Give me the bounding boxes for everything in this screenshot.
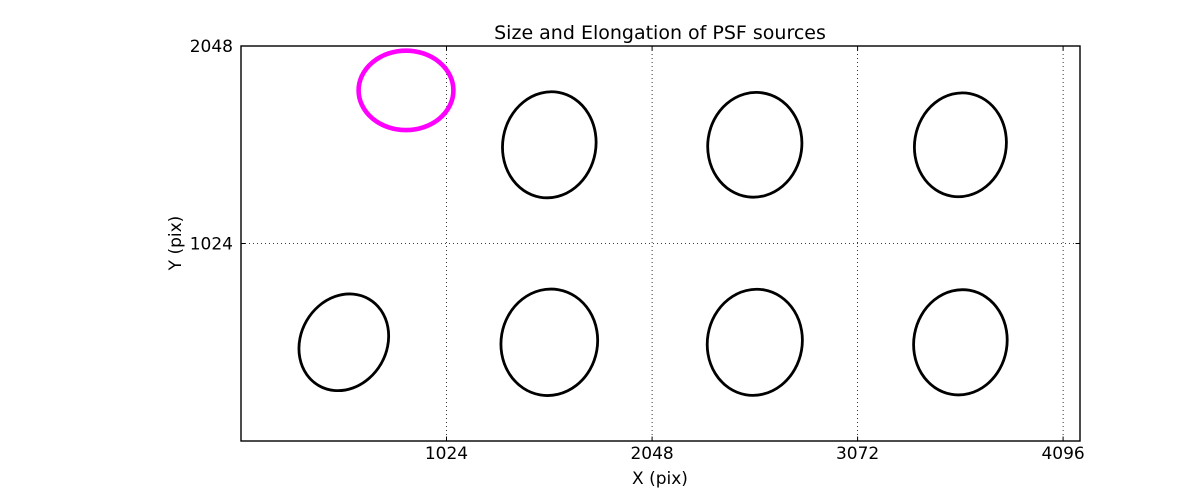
psf-ellipse-3: [912, 91, 1008, 199]
x-axis-label: X (pix): [632, 469, 688, 489]
x-tick-label-4096: 4096: [1041, 444, 1084, 464]
x-tick-label-2048: 2048: [630, 444, 673, 464]
tick-label-layer: 1024 2048 3072 4096 1024 2048: [190, 37, 1085, 464]
psf-ellipse-1: [501, 90, 598, 200]
tick-layer: [241, 45, 1080, 441]
reference-ellipse-0: [356, 48, 456, 133]
x-tick-label-3072: 3072: [836, 444, 879, 464]
psf-ellipse-2: [706, 91, 804, 199]
chart-title: Size and Elongation of PSF sources: [494, 22, 826, 44]
psf-ellipse-5: [499, 287, 600, 397]
psf-ellipse-4: [297, 292, 391, 393]
psf-ellipse-6: [705, 287, 804, 397]
x-tick-label-1024: 1024: [425, 444, 468, 464]
y-tick-label-1024: 1024: [190, 235, 233, 255]
ellipse-layer: [297, 48, 1009, 397]
y-tick-label-2048: 2048: [190, 37, 233, 57]
y-axis-label: Y (pix): [166, 216, 186, 272]
psf-ellipse-7: [912, 288, 1009, 397]
